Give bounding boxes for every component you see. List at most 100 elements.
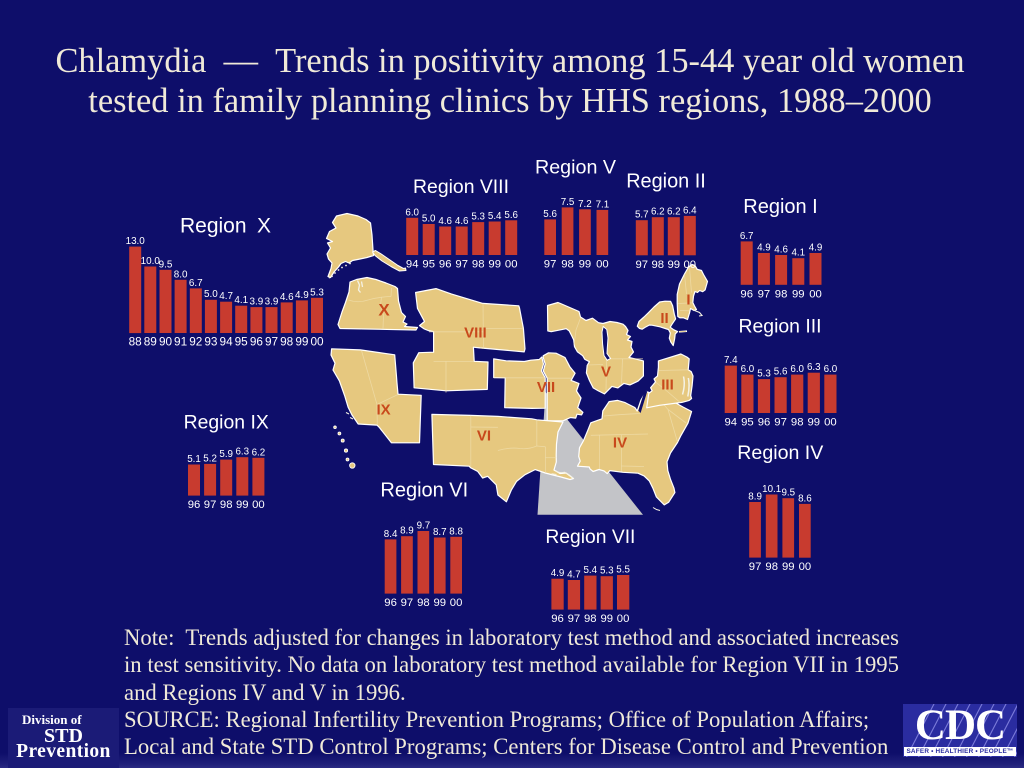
svg-text:V: V bbox=[601, 364, 611, 381]
svg-text:VII: VII bbox=[537, 379, 555, 396]
svg-text:8.0: 8.0 bbox=[174, 269, 188, 280]
svg-text:98: 98 bbox=[417, 597, 430, 609]
svg-text:00: 00 bbox=[310, 335, 324, 349]
svg-text:4.9: 4.9 bbox=[295, 290, 309, 301]
svg-text:98: 98 bbox=[791, 417, 804, 429]
svg-text:97: 97 bbox=[636, 259, 649, 271]
svg-text:98: 98 bbox=[765, 561, 778, 573]
svg-text:97: 97 bbox=[401, 597, 414, 609]
svg-text:97: 97 bbox=[544, 259, 557, 271]
svg-text:99: 99 bbox=[808, 417, 821, 429]
svg-text:98: 98 bbox=[220, 499, 233, 511]
svg-text:6.2: 6.2 bbox=[667, 207, 681, 218]
svg-text:00: 00 bbox=[684, 259, 697, 271]
svg-text:96: 96 bbox=[758, 417, 771, 429]
svg-text:9.5: 9.5 bbox=[159, 259, 173, 270]
svg-text:89: 89 bbox=[144, 335, 157, 349]
svg-text:99: 99 bbox=[782, 561, 795, 573]
svg-text:10.0: 10.0 bbox=[141, 256, 161, 267]
svg-text:VIII: VIII bbox=[464, 325, 487, 342]
svg-text:4.6: 4.6 bbox=[438, 216, 452, 227]
svg-text:98: 98 bbox=[584, 613, 597, 625]
svg-text:Region IX: Region IX bbox=[184, 412, 269, 434]
svg-text:5.7: 5.7 bbox=[635, 210, 649, 221]
svg-text:5.3: 5.3 bbox=[600, 566, 614, 577]
svg-text:99: 99 bbox=[434, 597, 447, 609]
svg-text:4.6: 4.6 bbox=[280, 292, 294, 303]
svg-text:00: 00 bbox=[450, 597, 463, 609]
svg-text:97: 97 bbox=[774, 417, 787, 429]
svg-text:II: II bbox=[660, 310, 668, 327]
svg-text:5.3: 5.3 bbox=[471, 212, 485, 223]
svg-text:4.9: 4.9 bbox=[809, 243, 823, 254]
svg-text:00: 00 bbox=[505, 259, 518, 271]
svg-text:00: 00 bbox=[617, 613, 630, 625]
svg-text:5.5: 5.5 bbox=[616, 565, 630, 576]
svg-text:98: 98 bbox=[472, 259, 485, 271]
svg-text:5.2: 5.2 bbox=[203, 453, 217, 464]
svg-text:5.6: 5.6 bbox=[543, 209, 557, 220]
svg-text:99: 99 bbox=[792, 288, 805, 300]
svg-text:4.1: 4.1 bbox=[791, 248, 805, 259]
svg-text:4.9: 4.9 bbox=[757, 243, 771, 254]
svg-text:00: 00 bbox=[252, 499, 265, 511]
svg-text:96: 96 bbox=[250, 335, 264, 349]
svg-text:5.4: 5.4 bbox=[488, 211, 502, 222]
svg-text:9.7: 9.7 bbox=[417, 521, 431, 532]
svg-text:99: 99 bbox=[668, 259, 681, 271]
svg-text:94: 94 bbox=[725, 417, 738, 429]
svg-text:6.3: 6.3 bbox=[235, 447, 249, 458]
svg-text:92: 92 bbox=[189, 335, 202, 349]
svg-text:4.9: 4.9 bbox=[551, 568, 565, 579]
svg-text:Region X: Region X bbox=[180, 215, 271, 238]
svg-text:00: 00 bbox=[799, 561, 812, 573]
svg-text:8.6: 8.6 bbox=[798, 493, 812, 504]
svg-text:8.7: 8.7 bbox=[433, 527, 447, 538]
svg-text:5.6: 5.6 bbox=[504, 210, 518, 221]
svg-text:10.1: 10.1 bbox=[762, 484, 781, 495]
svg-text:90: 90 bbox=[159, 335, 173, 349]
svg-text:X: X bbox=[378, 301, 390, 320]
svg-text:97: 97 bbox=[568, 613, 581, 625]
svg-text:96: 96 bbox=[740, 288, 753, 300]
svg-text:6.2: 6.2 bbox=[252, 447, 266, 458]
svg-text:98: 98 bbox=[561, 259, 574, 271]
svg-text:95: 95 bbox=[235, 335, 249, 349]
svg-text:98: 98 bbox=[652, 259, 665, 271]
svg-text:7.4: 7.4 bbox=[724, 355, 738, 366]
svg-text:6.0: 6.0 bbox=[824, 364, 838, 375]
svg-text:5.0: 5.0 bbox=[422, 214, 436, 225]
svg-text:4.7: 4.7 bbox=[219, 291, 233, 302]
svg-text:9.5: 9.5 bbox=[781, 488, 795, 499]
svg-text:5.9: 5.9 bbox=[219, 449, 233, 460]
svg-text:00: 00 bbox=[824, 417, 837, 429]
svg-text:4.6: 4.6 bbox=[774, 245, 788, 256]
svg-text:4.1: 4.1 bbox=[234, 295, 248, 306]
svg-text:00: 00 bbox=[596, 259, 609, 271]
svg-text:III: III bbox=[661, 377, 674, 394]
svg-text:Region VIII: Region VIII bbox=[413, 176, 509, 198]
svg-text:Region IV: Region IV bbox=[737, 442, 823, 464]
svg-text:Region II: Region II bbox=[626, 171, 706, 193]
svg-text:Region III: Region III bbox=[739, 316, 822, 338]
svg-text:99: 99 bbox=[579, 259, 592, 271]
svg-text:6.3: 6.3 bbox=[807, 362, 821, 373]
svg-text:Region VII: Region VII bbox=[545, 527, 635, 548]
svg-text:3.9: 3.9 bbox=[250, 297, 264, 308]
svg-text:5.3: 5.3 bbox=[757, 369, 771, 380]
svg-text:6.7: 6.7 bbox=[189, 278, 203, 289]
svg-text:96: 96 bbox=[551, 613, 564, 625]
svg-text:VI: VI bbox=[477, 428, 491, 445]
svg-text:95: 95 bbox=[422, 259, 435, 271]
svg-text:I: I bbox=[686, 292, 690, 309]
svg-text:6.0: 6.0 bbox=[790, 364, 804, 375]
svg-text:4.7: 4.7 bbox=[567, 570, 581, 581]
svg-text:99: 99 bbox=[295, 335, 308, 349]
svg-text:8.9: 8.9 bbox=[400, 526, 414, 537]
svg-text:94: 94 bbox=[220, 335, 234, 349]
svg-text:13.0: 13.0 bbox=[126, 236, 146, 247]
svg-text:97: 97 bbox=[749, 561, 762, 573]
svg-text:94: 94 bbox=[406, 259, 419, 271]
svg-text:8.9: 8.9 bbox=[748, 492, 762, 503]
svg-text:8.4: 8.4 bbox=[384, 529, 398, 540]
